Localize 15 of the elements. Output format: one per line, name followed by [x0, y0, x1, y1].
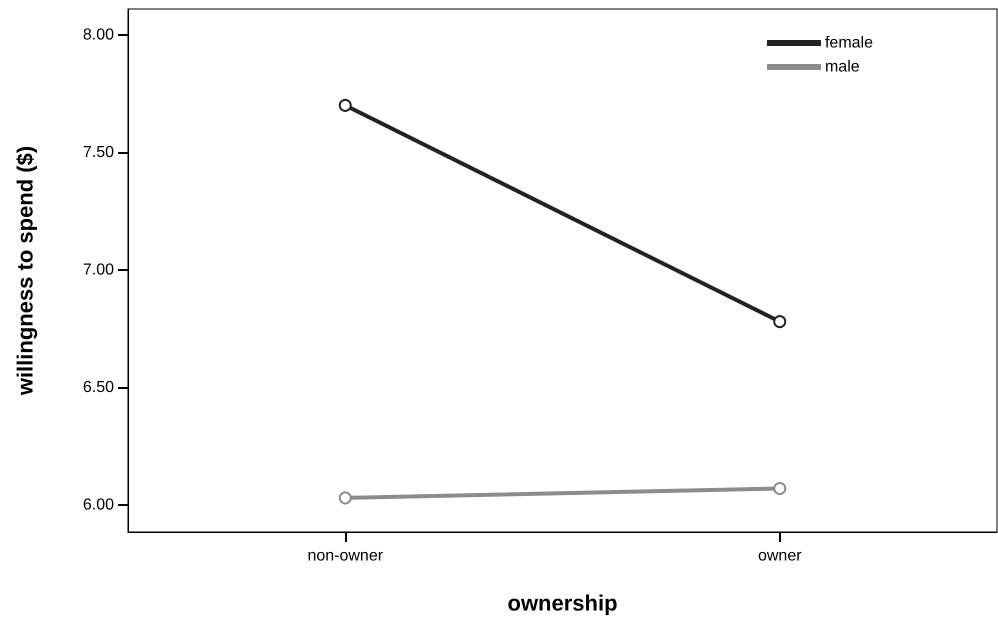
y-tick-label: 8.00: [82, 26, 114, 44]
x-tick-label: non-owner: [307, 548, 384, 564]
point: [773, 315, 786, 328]
y-tick-label: 6.00: [82, 496, 114, 514]
y-axis-title: willingness to spend ($): [12, 146, 38, 396]
point: [338, 491, 352, 504]
y-tick-label: 7.00: [82, 261, 114, 278]
x-tick-label: owner: [758, 548, 802, 564]
y-tick-label: 6.50: [82, 378, 114, 396]
y-tick-label: 7.50: [82, 144, 114, 161]
point: [338, 98, 352, 112]
legend-label: female: [824, 34, 874, 52]
x-axis-title: ownership: [507, 590, 618, 616]
point: [773, 482, 786, 496]
legend-label: male: [824, 58, 860, 76]
